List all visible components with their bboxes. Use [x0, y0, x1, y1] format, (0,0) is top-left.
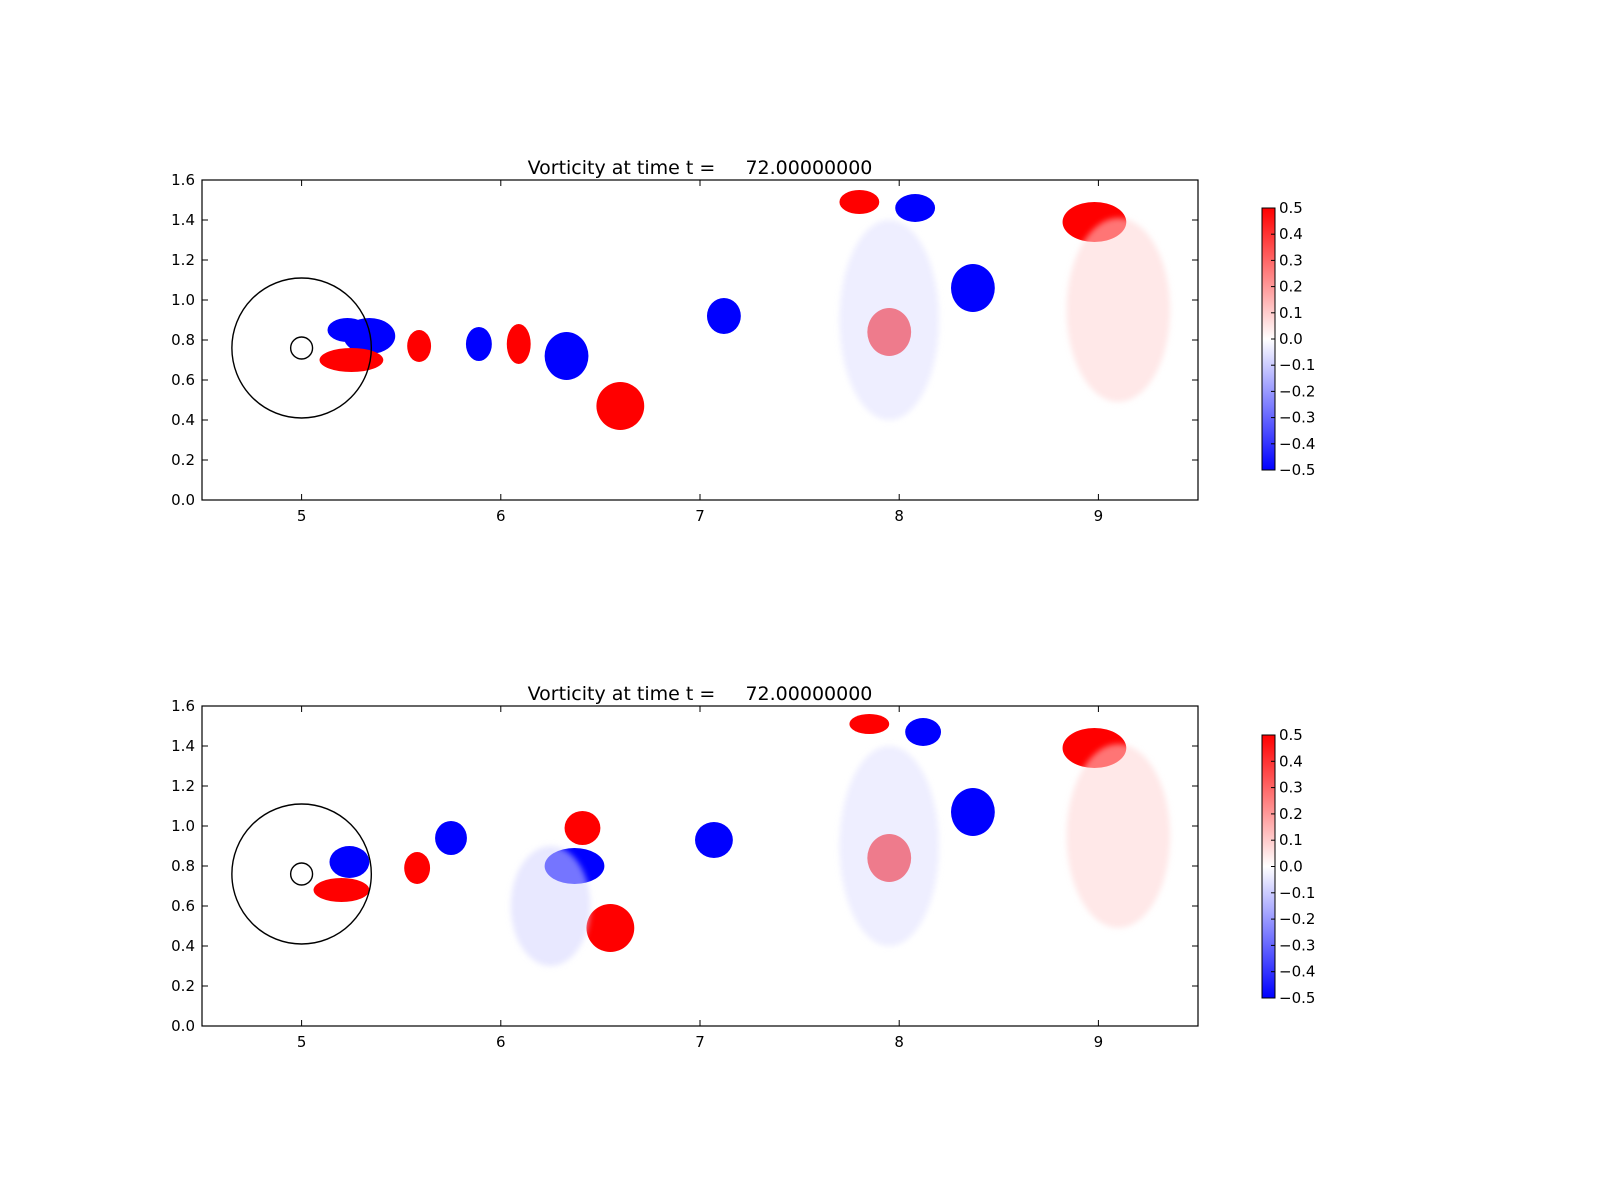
outer-ring-circle	[231, 277, 373, 419]
y-tick-label: 1.0	[171, 291, 195, 309]
vortex-11	[895, 194, 936, 222]
x-tick-label: 7	[695, 507, 705, 525]
colorbar-tick-label: 0.5	[1279, 199, 1303, 217]
y-tick-label: 0.2	[171, 977, 195, 995]
vortex-12	[950, 264, 995, 312]
vortex-14	[839, 746, 940, 946]
vortex-6	[586, 904, 635, 952]
vortex-15	[839, 220, 940, 420]
colorbar-tick-label: −0.4	[1279, 963, 1315, 981]
y-tick-label: 0.4	[171, 937, 195, 955]
y-tick-label: 1.2	[171, 251, 195, 269]
y-tick-label: 0.2	[171, 451, 195, 469]
colorbar-tick-label: 0.3	[1279, 779, 1303, 797]
colorbar-tick-label: 0.0	[1279, 858, 1303, 876]
vortex-6	[544, 332, 589, 380]
colorbar-tick-label: −0.2	[1279, 382, 1315, 400]
x-tick-label: 9	[1094, 1033, 1104, 1051]
colorbar-tick-label: 0.1	[1279, 831, 1303, 849]
x-tick-label: 6	[496, 1033, 506, 1051]
y-tick-label: 1.0	[171, 817, 195, 835]
y-tick-label: 1.4	[171, 737, 195, 755]
colorbar-tick-label: 0.2	[1279, 805, 1303, 823]
y-tick-label: 0.8	[171, 331, 195, 349]
vortex-1	[327, 318, 368, 342]
chart-title: Vorticity at time t = 72.00000000	[528, 157, 873, 179]
colorbar-tick-label: 0.4	[1279, 225, 1303, 243]
y-tick-label: 0.4	[171, 411, 195, 429]
y-tick-label: 1.4	[171, 211, 195, 229]
vortex-9	[849, 714, 890, 734]
colorbar-tick-label: 0.2	[1279, 278, 1303, 296]
cylinder-circle	[289, 336, 314, 360]
vortex-0	[329, 846, 370, 878]
y-tick-label: 1.6	[171, 171, 195, 189]
vorticity-panel-top: 5 6 7 8 9 0.0 0.2 0.4 0.6 0.8 1.0 1.2 1.4 1.6 Vorticit…	[171, 157, 1315, 525]
chart-title: Vorticity at time t = 72.00000000	[528, 683, 873, 705]
vortex-13	[1066, 744, 1171, 928]
vortex-8	[706, 298, 741, 334]
colorbar-tick-label: 0.3	[1279, 251, 1303, 269]
y-tick-label: 0.0	[171, 1017, 195, 1035]
colorbar-tick-label: 0.5	[1279, 726, 1303, 744]
y-tick-label: 1.6	[171, 697, 195, 715]
x-tick-label: 5	[297, 507, 307, 525]
x-tick-label: 5	[297, 1033, 307, 1051]
vorticity-panel-bottom: 5 6 7 8 9 0.0 0.2 0.4 0.6 0.8 1.0 1.2 1.4 1.6 Vorticit…	[171, 683, 1315, 1051]
vortex-5	[506, 324, 531, 364]
y-tick-label: 0.6	[171, 371, 195, 389]
x-tick-label: 9	[1094, 507, 1104, 525]
vortex-7	[695, 822, 733, 858]
y-tick-label: 0.6	[171, 897, 195, 915]
outer-ring-circle	[231, 803, 373, 945]
colorbar-tick-label: 0.4	[1279, 752, 1303, 770]
vortex-4	[465, 327, 492, 361]
vortex-3	[435, 821, 467, 855]
colorbar-tick-label: −0.5	[1279, 461, 1315, 479]
colorbar-tick-label: −0.2	[1279, 910, 1315, 928]
vorticity-field	[231, 714, 1171, 966]
vortex-2	[404, 852, 431, 884]
vorticity-field	[231, 190, 1171, 430]
colorbar-tick-label: 0.1	[1279, 304, 1303, 322]
colorbar-tick-label: −0.4	[1279, 435, 1315, 453]
vortex-14	[1066, 218, 1171, 402]
y-tick-label: 0.8	[171, 857, 195, 875]
x-tick-label: 6	[496, 507, 506, 525]
vortex-2	[319, 348, 384, 372]
vortex-15	[510, 846, 591, 966]
x-tick-label: 8	[894, 507, 904, 525]
vortex-4	[564, 811, 601, 845]
colorbar-tick-label: −0.3	[1279, 409, 1315, 427]
x-tick-label: 7	[695, 1033, 705, 1051]
y-tick-label: 0.0	[171, 491, 195, 509]
vortex-10	[905, 718, 942, 746]
colorbar-tick-label: −0.5	[1279, 989, 1315, 1007]
cylinder-circle	[289, 862, 314, 886]
vortex-7	[596, 382, 645, 430]
vortex-3	[407, 330, 432, 362]
colorbar-tick-label: −0.1	[1279, 356, 1315, 374]
colorbar-tick-label: −0.3	[1279, 936, 1315, 954]
vortex-10	[839, 190, 880, 214]
colorbar-tick-label: 0.0	[1279, 330, 1303, 348]
vortex-1	[313, 878, 370, 902]
x-tick-label: 8	[894, 1033, 904, 1051]
y-tick-label: 1.2	[171, 777, 195, 795]
colorbar-tick-label: −0.1	[1279, 884, 1315, 902]
vortex-11	[950, 788, 995, 836]
